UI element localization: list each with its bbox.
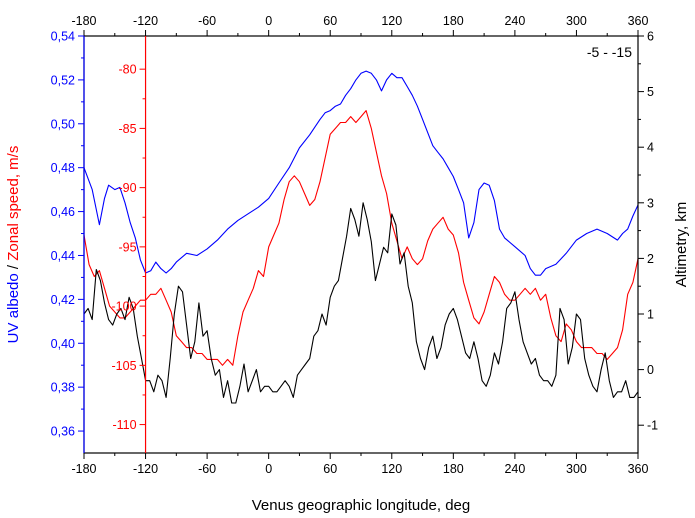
- altimetry-series-line: [83, 202, 639, 404]
- y-axis-title-altimetry: Altimetry, km: [673, 202, 690, 288]
- y-axis-title-separator: /: [5, 261, 22, 274]
- chart-text: Venus geographic longitude, deg -5 - -15…: [5, 14, 690, 514]
- x-tick-label-top: 120: [381, 14, 402, 28]
- series-lines: [83, 70, 639, 404]
- altimetry-tick-label: 3: [647, 196, 654, 210]
- albedo-tick-label: 0,54: [51, 30, 75, 44]
- x-tick-label-top: 60: [323, 14, 337, 28]
- albedo-tick-label: 0,36: [51, 425, 75, 439]
- x-tick-label-top: 180: [443, 14, 464, 28]
- albedo-tick-label: 0,46: [51, 205, 75, 219]
- x-tick-label-bottom: 120: [381, 462, 402, 476]
- x-tick-label-bottom: -120: [133, 462, 158, 476]
- altimetry-tick-label: 2: [647, 252, 654, 266]
- x-axis-title: Venus geographic longitude, deg: [252, 497, 471, 514]
- zonal-tick-label: -85: [118, 122, 136, 136]
- x-tick-label-bottom: -60: [198, 462, 216, 476]
- x-tick-label-top: -60: [198, 14, 216, 28]
- x-tick-label-top: 300: [566, 14, 587, 28]
- altimetry-tick-label: 1: [647, 308, 654, 322]
- albedo-tick-label: 0,38: [51, 381, 75, 395]
- x-tick-label-bottom: 0: [265, 462, 272, 476]
- albedo-tick-label: 0,42: [51, 293, 75, 307]
- zonal-tick-label: -95: [118, 240, 136, 254]
- x-tick-label-bottom: 60: [323, 462, 337, 476]
- altimetry-tick-label: 5: [647, 85, 654, 99]
- zonal-series-line: [83, 110, 639, 366]
- zonal-tick-label: -105: [112, 359, 137, 373]
- panel-label: -5 - -15: [587, 44, 632, 60]
- x-tick-label-top: -180: [71, 14, 96, 28]
- y-axis-title-zonal: Zonal speed, m/s: [5, 146, 22, 261]
- altimetry-tick-label: 0: [647, 363, 654, 377]
- zonal-tick-label: -110: [112, 418, 136, 432]
- albedo-tick-label: 0,40: [51, 337, 75, 351]
- albedo-tick-label: 0,44: [51, 249, 75, 263]
- x-tick-label-bottom: 240: [504, 462, 525, 476]
- x-tick-label-top: 360: [628, 14, 649, 28]
- altimetry-tick-label: 6: [647, 30, 654, 44]
- axes: [78, 30, 644, 459]
- altimetry-tick-label: -1: [647, 419, 658, 433]
- albedo-tick-label: 0,48: [51, 161, 75, 175]
- albedo-tick-label: 0,52: [51, 73, 75, 87]
- x-tick-label-bottom: 360: [628, 462, 649, 476]
- zonal-tick-label: -90: [118, 181, 136, 195]
- x-tick-label-top: -120: [133, 14, 158, 28]
- zonal-tick-label: -100: [112, 300, 137, 314]
- y-axis-title-left: UV albedo / Zonal speed, m/s: [5, 146, 22, 344]
- altimetry-tick-label: 4: [647, 141, 654, 155]
- x-tick-label-bottom: -180: [71, 462, 96, 476]
- zonal-tick-label: -80: [118, 63, 136, 77]
- x-tick-label-bottom: 300: [566, 462, 587, 476]
- x-tick-label-bottom: 180: [443, 462, 464, 476]
- albedo-series-line: [83, 70, 639, 276]
- x-tick-label-top: 240: [504, 14, 525, 28]
- albedo-tick-label: 0,50: [51, 117, 75, 131]
- x-tick-label-top: 0: [265, 14, 272, 28]
- y-axis-title-albedo: UV albedo: [5, 273, 22, 343]
